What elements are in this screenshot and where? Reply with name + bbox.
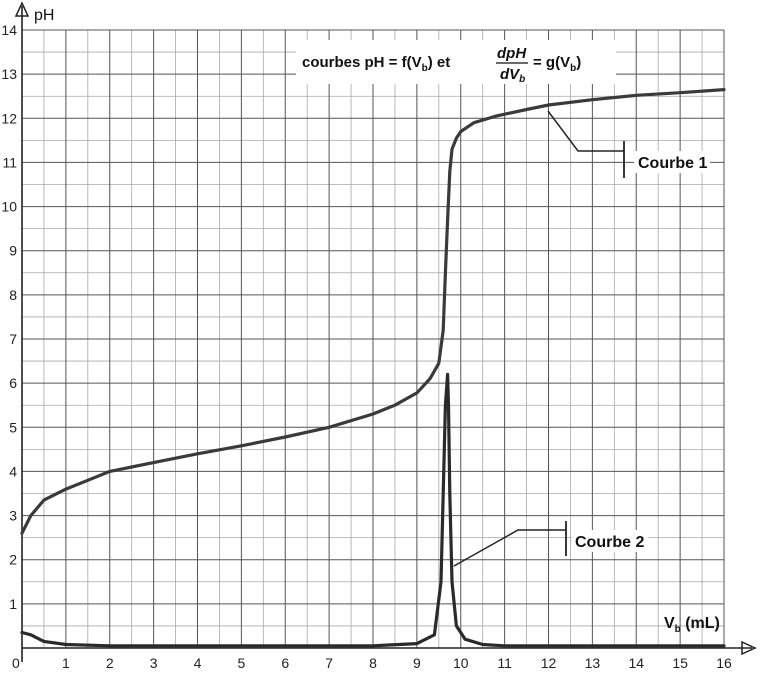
x-tick-label: 15 bbox=[672, 655, 688, 671]
y-tick-label: 14 bbox=[1, 22, 17, 38]
svg-text:= g(Vb): = g(Vb) bbox=[533, 54, 581, 74]
x-tick-label: 3 bbox=[150, 655, 158, 671]
svg-text:dVb: dVb bbox=[500, 66, 525, 85]
x-tick-label: 11 bbox=[497, 655, 512, 671]
y-tick-label: 4 bbox=[9, 463, 17, 479]
svg-text:dpH: dpH bbox=[497, 45, 527, 62]
x-tick-label: 0 bbox=[12, 655, 20, 671]
x-axis-arrow bbox=[741, 640, 757, 656]
annotation-courbe-1: Courbe 1 bbox=[547, 110, 710, 178]
x-tick-label: 14 bbox=[628, 655, 644, 671]
y-tick-label: 5 bbox=[9, 419, 17, 435]
x-tick-label: 7 bbox=[325, 655, 333, 671]
x-tick-label: 2 bbox=[106, 655, 114, 671]
y-tick-label: 11 bbox=[2, 154, 17, 170]
svg-text:Courbe 2: Courbe 2 bbox=[575, 534, 644, 551]
y-tick-label: 6 bbox=[9, 375, 17, 391]
y-axis-label: pH bbox=[34, 7, 54, 24]
y-tick-label: 8 bbox=[9, 287, 17, 303]
y-tick-label: 2 bbox=[9, 552, 17, 568]
series-line-courbe-2 bbox=[20, 372, 726, 648]
y-tick-label: 13 bbox=[1, 66, 17, 82]
x-tick-label: 8 bbox=[369, 655, 377, 671]
y-tick-label: 3 bbox=[9, 508, 17, 524]
y-tick-label: 7 bbox=[9, 331, 17, 347]
x-tick-label: 12 bbox=[541, 655, 557, 671]
y-axis-arrow bbox=[14, 1, 30, 17]
annotation-courbe-2: Courbe 2 bbox=[453, 521, 648, 567]
x-tick-label: 1 bbox=[62, 655, 70, 671]
x-tick-labels: 0 1 2 3 4 5 6 7 8 9 10 11 12 13 14 15 16 bbox=[12, 655, 732, 671]
x-axis-label: Vb (mL) bbox=[664, 615, 720, 635]
y-tick-label: 10 bbox=[1, 199, 17, 215]
x-tick-label: 13 bbox=[585, 655, 601, 671]
y-tick-label: 12 bbox=[1, 110, 17, 126]
x-tick-label: 4 bbox=[194, 655, 202, 671]
x-tick-label: 10 bbox=[453, 655, 469, 671]
series-line-courbe-1 bbox=[20, 88, 726, 535]
y-tick-label: 9 bbox=[9, 243, 17, 259]
x-tick-label: 5 bbox=[237, 655, 245, 671]
chart-title: courbes pH = f(Vb) et dpH dVb = g(Vb) bbox=[302, 45, 581, 85]
x-tick-label: 16 bbox=[716, 655, 732, 671]
x-tick-label: 6 bbox=[281, 655, 289, 671]
x-tick-label: 9 bbox=[413, 655, 421, 671]
svg-text:Courbe 1: Courbe 1 bbox=[638, 155, 707, 172]
svg-text:courbes pH = f(Vb) et: courbes pH = f(Vb) et bbox=[302, 54, 450, 74]
y-tick-label: 1 bbox=[9, 596, 17, 612]
